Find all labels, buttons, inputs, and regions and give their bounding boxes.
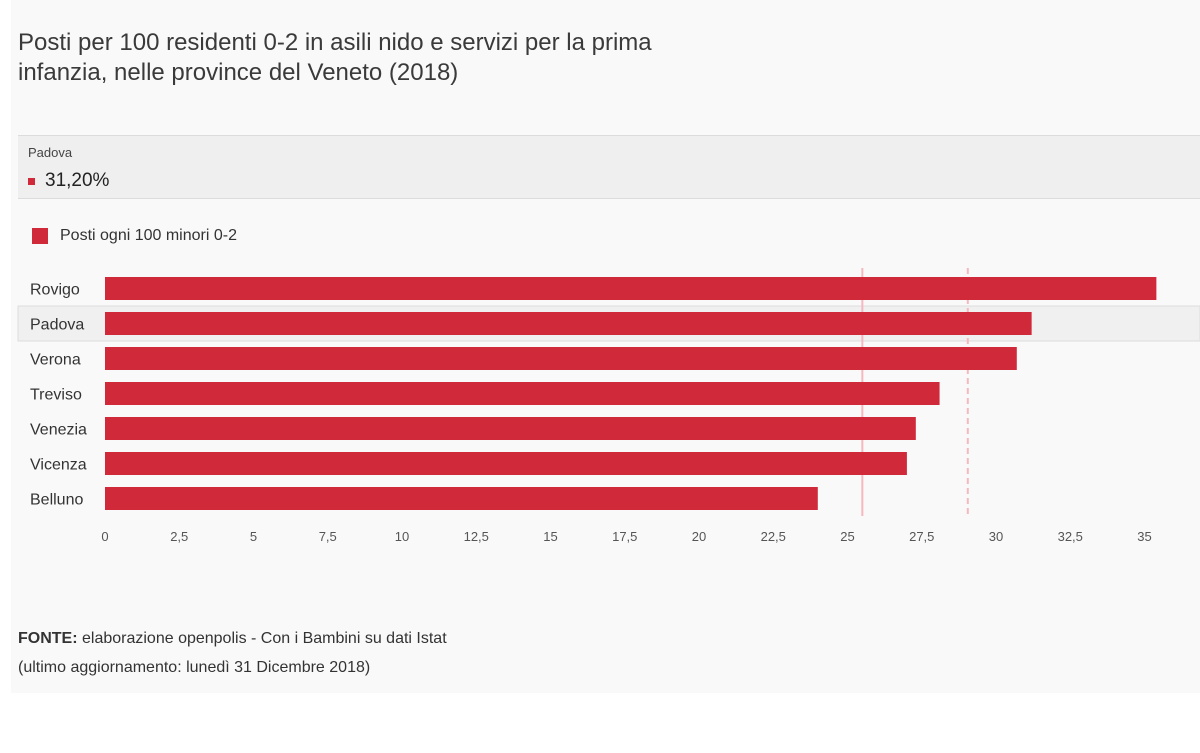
tooltip-swatch-icon (28, 177, 35, 185)
x-tick-label: 27,5 (909, 529, 934, 544)
tooltip-value: 31,20% (45, 170, 110, 191)
bar-vicenza[interactable] (105, 452, 907, 475)
x-tick-label: 5 (250, 529, 257, 544)
legend[interactable]: Posti ogni 100 minori 0-2 (32, 227, 237, 245)
last-updated: (ultimo aggiornamento: lunedì 31 Dicembr… (18, 659, 371, 676)
x-tick-label: 10 (395, 529, 409, 544)
x-tick-label: 2,5 (170, 529, 188, 544)
x-tick-label: 25 (840, 529, 854, 544)
x-tick-label: 30 (989, 529, 1003, 544)
source-label: FONTE: (18, 630, 78, 647)
category-label-padova: Padova (30, 317, 84, 334)
tooltip-value-row: 31,20% (28, 170, 109, 192)
x-tick-label: 22,5 (761, 529, 786, 544)
bar-padova[interactable] (105, 312, 1032, 335)
x-tick-label: 17,5 (612, 529, 637, 544)
x-tick-label: 32,5 (1058, 529, 1083, 544)
chart-title: Posti per 100 residenti 0-2 in asili nid… (18, 29, 652, 86)
category-label-rovigo: Rovigo (30, 282, 80, 299)
x-tick-label: 20 (692, 529, 706, 544)
category-label-vicenza: Vicenza (30, 457, 87, 474)
legend-swatch-icon (32, 228, 48, 244)
category-label-belluno: Belluno (30, 492, 83, 509)
x-tick-label: 15 (543, 529, 557, 544)
bar-belluno[interactable] (105, 487, 818, 510)
x-tick-label: 12,5 (464, 529, 489, 544)
bar-verona[interactable] (105, 347, 1017, 370)
bar-treviso[interactable] (105, 382, 940, 405)
tooltip-category: Padova (28, 145, 73, 160)
x-tick-label: 35 (1137, 529, 1151, 544)
x-tick-label: 0 (101, 529, 108, 544)
source-text: elaborazione openpolis - Con i Bambini s… (77, 630, 447, 647)
chart-panel (11, 0, 1200, 693)
x-tick-label: 7,5 (319, 529, 337, 544)
category-label-verona: Verona (30, 352, 81, 369)
category-label-venezia: Venezia (30, 422, 87, 439)
hover-tooltip: Padova 31,20% (18, 135, 1200, 199)
bar-rovigo[interactable] (105, 277, 1157, 300)
category-label-treviso: Treviso (30, 387, 82, 404)
legend-label: Posti ogni 100 minori 0-2 (60, 227, 237, 244)
bar-venezia[interactable] (105, 417, 916, 440)
source-note: FONTE: elaborazione openpolis - Con i Ba… (18, 624, 447, 682)
